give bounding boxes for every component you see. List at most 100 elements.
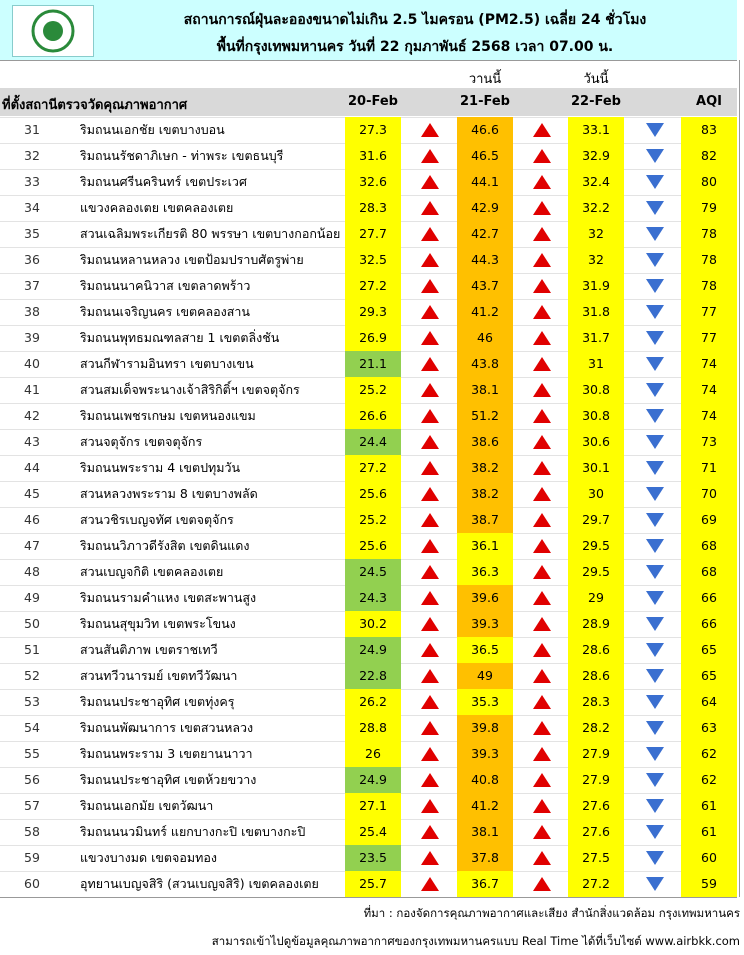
station-no: 44 xyxy=(24,460,40,475)
station-name: ริมถนนพัฒนาการ เขตสวนหลวง xyxy=(80,720,254,735)
pm-20: 24.5 xyxy=(345,559,401,585)
pm-22: 28.3 xyxy=(568,689,624,715)
up-arrow xyxy=(533,487,551,501)
pm-22: 30.8 xyxy=(568,403,624,429)
down-arrow xyxy=(646,539,664,553)
arrow-shape xyxy=(421,461,439,475)
station-name: ริมถนนประชาอุทิศ เขตห้วยขวาง xyxy=(80,772,257,787)
pm-20: 25.6 xyxy=(345,533,401,559)
station-no: 42 xyxy=(24,408,40,423)
down-arrow xyxy=(646,643,664,657)
arrow-shape xyxy=(646,487,664,501)
aqi: 64 xyxy=(681,689,737,715)
aqi: 61 xyxy=(681,793,737,819)
aqi: 74 xyxy=(681,403,737,429)
up-arrow xyxy=(533,695,551,709)
arrow-shape xyxy=(646,305,664,319)
arrow-shape xyxy=(533,695,551,709)
up-arrow xyxy=(533,279,551,293)
up-arrow xyxy=(533,851,551,865)
pm-20: 27.1 xyxy=(345,793,401,819)
aqi: 65 xyxy=(681,663,737,689)
down-arrow xyxy=(646,409,664,423)
up-arrow xyxy=(533,747,551,761)
pm-22: 27.9 xyxy=(568,741,624,767)
logo xyxy=(12,5,94,57)
up-arrow xyxy=(421,643,439,657)
station-no: 37 xyxy=(24,278,40,293)
pm-21: 35.3 xyxy=(457,689,513,715)
today-label: วันนี้ xyxy=(583,72,609,87)
station-name: ริมถนนนวมินทร์ แยกบางกะปิ เขตบางกะปิ xyxy=(80,824,306,839)
up-arrow xyxy=(421,825,439,839)
aqi: 66 xyxy=(681,585,737,611)
pm-20: 22.8 xyxy=(345,663,401,689)
station-no: 57 xyxy=(24,798,40,813)
up-arrow xyxy=(533,825,551,839)
arrow-shape xyxy=(533,539,551,553)
arrow-shape xyxy=(421,409,439,423)
pm-20: 31.6 xyxy=(345,143,401,169)
station-no: 32 xyxy=(24,148,40,163)
up-arrow xyxy=(421,669,439,683)
pm-22: 28.2 xyxy=(568,715,624,741)
arrow-shape xyxy=(421,721,439,735)
arrow-shape xyxy=(646,539,664,553)
up-arrow xyxy=(421,617,439,631)
up-arrow xyxy=(533,591,551,605)
arrow-shape xyxy=(533,591,551,605)
up-arrow xyxy=(421,383,439,397)
arrow-shape xyxy=(646,201,664,215)
pm-20: 29.3 xyxy=(345,299,401,325)
pm-21: 44.3 xyxy=(457,247,513,273)
pm-22: 30.6 xyxy=(568,429,624,455)
up-arrow xyxy=(533,617,551,631)
station-name: อุทยานเบญจสิริ (สวนเบญจสิริ) เขตคลองเตย xyxy=(80,876,319,891)
down-arrow xyxy=(646,201,664,215)
pm-21: 42.7 xyxy=(457,221,513,247)
up-arrow xyxy=(421,279,439,293)
station-no: 59 xyxy=(24,850,40,865)
pm-21: 46.6 xyxy=(457,117,513,143)
arrow-shape xyxy=(421,851,439,865)
pm-21: 42.9 xyxy=(457,195,513,221)
arrow-shape xyxy=(646,799,664,813)
arrow-shape xyxy=(421,539,439,553)
up-arrow xyxy=(421,123,439,137)
aqi: 83 xyxy=(681,117,737,143)
station-name: ริมถนนรามคำแหง เขตสะพานสูง xyxy=(80,590,257,605)
arrow-shape xyxy=(646,461,664,475)
pm-22: 30.1 xyxy=(568,455,624,481)
pm-21: 38.2 xyxy=(457,455,513,481)
up-arrow xyxy=(421,435,439,449)
up-arrow xyxy=(533,435,551,449)
arrow-shape xyxy=(646,643,664,657)
arrow-shape xyxy=(421,513,439,527)
pm-21: 36.5 xyxy=(457,637,513,663)
pm-21: 41.2 xyxy=(457,299,513,325)
pm-20: 26.9 xyxy=(345,325,401,351)
station-no: 31 xyxy=(24,122,40,137)
pm-22: 32 xyxy=(568,221,624,247)
station-no: 53 xyxy=(24,694,40,709)
aqi: 60 xyxy=(681,845,737,871)
station-name: สวนจตุจักร เขตจตุจักร xyxy=(80,434,203,449)
arrow-shape xyxy=(533,747,551,761)
arrow-shape xyxy=(646,435,664,449)
station-name: ริมถนนหลานหลวง เขตป้อมปราบศัตรูพ่าย xyxy=(80,252,304,267)
up-arrow xyxy=(533,773,551,787)
pm-22: 32 xyxy=(568,247,624,273)
up-arrow xyxy=(533,227,551,241)
arrow-shape xyxy=(421,747,439,761)
arrow-shape xyxy=(421,227,439,241)
arrow-shape xyxy=(421,435,439,449)
up-arrow xyxy=(421,461,439,475)
up-arrow xyxy=(421,227,439,241)
down-arrow xyxy=(646,279,664,293)
aqi: 68 xyxy=(681,533,737,559)
arrow-shape xyxy=(646,227,664,241)
station-name: ริมถนนสุขุมวิท เขตพระโขนง xyxy=(80,616,236,631)
up-arrow xyxy=(533,305,551,319)
arrow-shape xyxy=(533,383,551,397)
pm-22: 31.7 xyxy=(568,325,624,351)
